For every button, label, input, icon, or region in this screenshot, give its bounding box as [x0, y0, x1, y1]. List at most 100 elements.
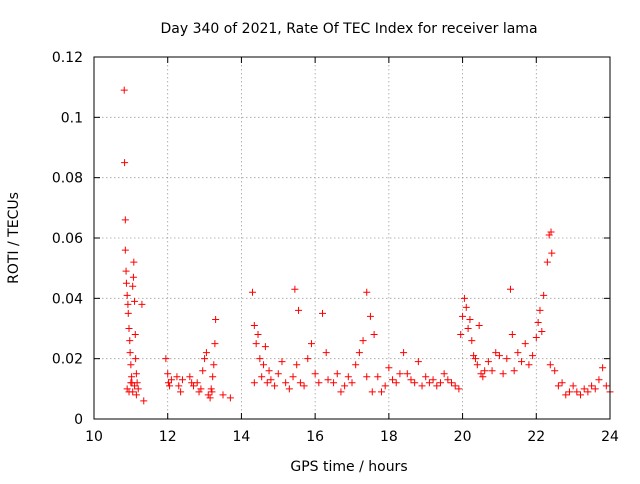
- data-point: [414, 358, 422, 366]
- data-point: [352, 361, 360, 369]
- y-axis-label: ROTI / TECUs: [6, 192, 22, 284]
- data-point: [425, 379, 433, 387]
- data-point: [440, 370, 448, 378]
- data-point: [177, 388, 185, 396]
- data-point: [260, 361, 268, 369]
- data-point: [164, 379, 172, 387]
- data-point: [400, 349, 408, 357]
- data-point: [138, 300, 146, 308]
- data-point: [588, 382, 596, 390]
- chart-title: Day 340 of 2021, Rate Of TEC Index for r…: [160, 21, 537, 37]
- y-tick-label: 0.06: [52, 231, 83, 247]
- data-point: [129, 273, 137, 281]
- data-point: [363, 373, 371, 381]
- data-point: [418, 382, 426, 390]
- data-point: [534, 318, 542, 326]
- data-point: [333, 370, 341, 378]
- y-tick-label: 0.1: [61, 110, 83, 126]
- data-point: [121, 159, 129, 167]
- data-point: [166, 382, 174, 390]
- data-point: [503, 355, 511, 363]
- data-point: [132, 355, 140, 363]
- data-point: [451, 382, 459, 390]
- data-point: [462, 303, 470, 311]
- data-point: [207, 385, 215, 393]
- x-tick-label: 22: [527, 429, 545, 445]
- data-point: [403, 370, 411, 378]
- data-point: [210, 361, 218, 369]
- data-point: [381, 382, 389, 390]
- data-point: [250, 379, 258, 387]
- data-point: [300, 382, 308, 390]
- data-point: [499, 370, 507, 378]
- data-point: [121, 216, 129, 224]
- x-tick-label: 24: [601, 429, 619, 445]
- data-point: [226, 394, 234, 402]
- data-point: [551, 367, 559, 375]
- data-point: [518, 358, 526, 366]
- data-point: [322, 349, 330, 357]
- data-point: [296, 379, 304, 387]
- data-point: [599, 364, 607, 372]
- data-point: [254, 331, 262, 339]
- data-point: [209, 373, 217, 381]
- data-point: [274, 370, 282, 378]
- y-tick-label: 0.04: [52, 291, 83, 307]
- y-tick-label: 0.08: [52, 171, 83, 187]
- data-point: [344, 373, 352, 381]
- data-point: [248, 288, 256, 296]
- data-point: [126, 337, 134, 345]
- data-point: [455, 385, 463, 393]
- data-point: [495, 352, 503, 360]
- data-point: [295, 306, 303, 314]
- data-point: [368, 388, 376, 396]
- data-point: [377, 388, 385, 396]
- data-point: [543, 258, 551, 266]
- data-point: [433, 382, 441, 390]
- data-point: [193, 379, 201, 387]
- data-point: [263, 379, 271, 387]
- data-point: [122, 279, 130, 287]
- data-point: [468, 337, 476, 345]
- data-point: [124, 300, 132, 308]
- data-point: [206, 394, 214, 402]
- data-point: [271, 382, 279, 390]
- data-point: [208, 388, 216, 396]
- data-point: [219, 391, 227, 399]
- data-point: [484, 358, 492, 366]
- data-point: [285, 385, 293, 393]
- data-point: [411, 379, 419, 387]
- data-point: [562, 391, 570, 399]
- data-point: [355, 349, 363, 357]
- data-point: [211, 340, 219, 348]
- data-point: [201, 355, 209, 363]
- data-point: [492, 349, 500, 357]
- data-point: [548, 249, 556, 257]
- x-tick-label: 18: [380, 429, 398, 445]
- data-point: [538, 328, 546, 336]
- data-point: [293, 361, 301, 369]
- data-point: [488, 367, 496, 375]
- data-point: [167, 376, 175, 384]
- data-point: [337, 388, 345, 396]
- data-points: [120, 86, 614, 405]
- data-point: [595, 376, 603, 384]
- data-point: [396, 370, 404, 378]
- data-point: [514, 349, 522, 357]
- data-point: [252, 340, 260, 348]
- data-point: [506, 285, 514, 293]
- data-point: [190, 382, 198, 390]
- data-point: [370, 331, 378, 339]
- data-point: [278, 358, 286, 366]
- data-point: [521, 340, 529, 348]
- data-point: [282, 379, 290, 387]
- data-point: [366, 312, 374, 320]
- x-tick-label: 20: [454, 429, 472, 445]
- data-point: [532, 334, 540, 342]
- data-point: [457, 331, 465, 339]
- data-point: [324, 376, 332, 384]
- data-point: [444, 376, 452, 384]
- x-tick-label: 10: [85, 429, 103, 445]
